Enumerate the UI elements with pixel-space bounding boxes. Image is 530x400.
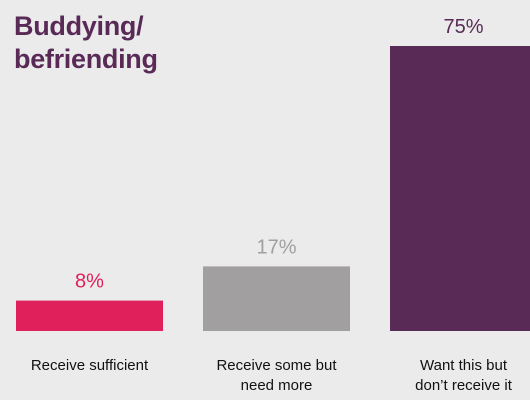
bar-2 [203,266,350,331]
category-label-2-line-2: need more [241,377,313,394]
value-label-2: 17% [256,236,296,258]
chart-title: Buddying/ befriending [14,10,274,76]
value-label-3: 75% [443,16,483,38]
category-label-2-line-1: Receive some but [216,357,337,374]
chart-title-line-1: Buddying/ [14,11,144,41]
value-label-1: 8% [75,271,104,293]
category-label-1-line-1: Receive sufficient [31,357,149,374]
chart-title-line-2: befriending [14,44,158,74]
bar-3 [390,46,530,331]
category-label-3-line-2: don’t receive it [415,377,513,394]
bar-1 [16,300,163,331]
category-label-3-line-1: Want this but [420,357,508,374]
